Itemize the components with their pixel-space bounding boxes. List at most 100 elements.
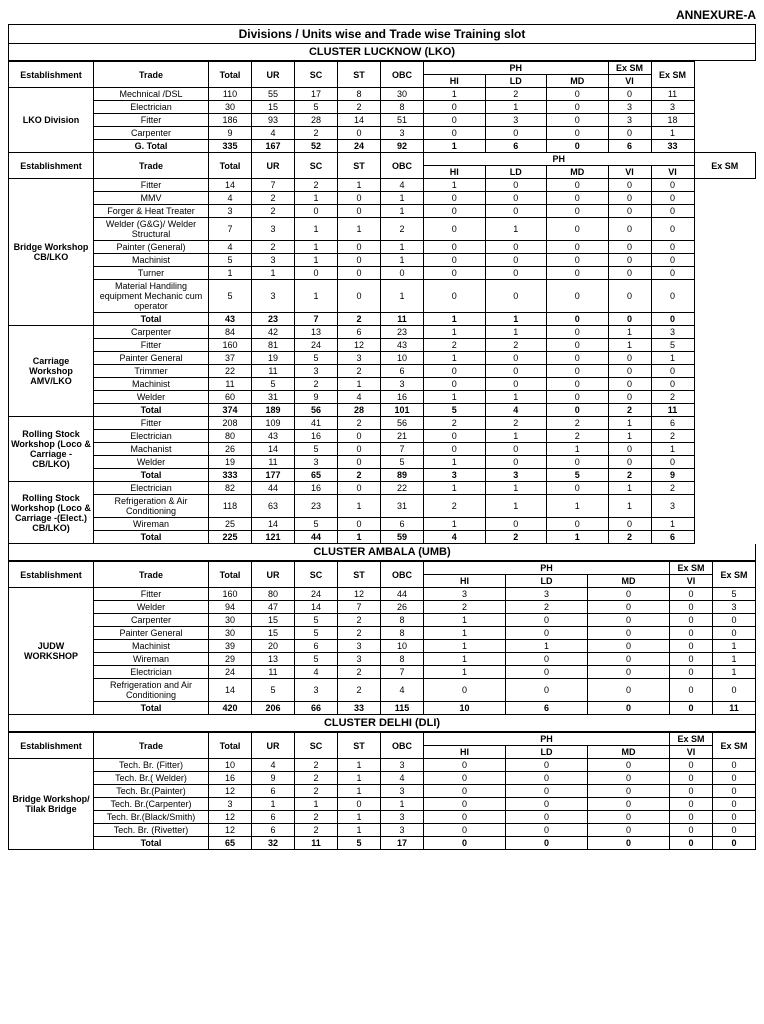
data-cell: 1 [485, 495, 547, 518]
col-obc: OBC [381, 153, 424, 179]
data-cell: 12 [209, 785, 252, 798]
table-row: Fitter18693281451030318 [9, 114, 756, 127]
data-cell: 44 [381, 588, 424, 601]
col-establishment: Establishment [9, 153, 94, 179]
data-cell: 0 [670, 702, 713, 715]
data-cell: 2 [338, 365, 381, 378]
data-cell: 0 [424, 679, 506, 702]
data-cell: 0 [547, 114, 609, 127]
trade-cell: Painter General [94, 352, 209, 365]
data-cell: 25 [209, 518, 252, 531]
data-cell: 3 [252, 218, 295, 241]
data-cell: 0 [424, 443, 486, 456]
data-cell: 0 [506, 785, 588, 798]
table-row: JUDW WORKSHOPFitter1608024124433005 [9, 588, 756, 601]
data-cell: 0 [588, 702, 670, 715]
data-cell: 3 [381, 811, 424, 824]
col-st: ST [338, 562, 381, 588]
data-cell: 28 [338, 404, 381, 417]
data-cell: 65 [295, 469, 338, 482]
data-cell: 0 [608, 456, 651, 469]
data-cell: 14 [209, 179, 252, 192]
table-row: LKO DivisionMechnical /DSL11055178301200… [9, 88, 756, 101]
data-cell: 1 [485, 218, 547, 241]
data-cell: 1 [424, 391, 486, 404]
col-ph-HI: HI [424, 166, 486, 179]
data-cell: 0 [670, 679, 713, 702]
table-row: G. Total335167522492160633 [9, 140, 756, 153]
data-cell: 12 [338, 339, 381, 352]
table-row: Material Handiling equipment Mechanic cu… [9, 280, 756, 313]
data-cell: 0 [547, 352, 609, 365]
trade-cell: Material Handiling equipment Mechanic cu… [94, 280, 209, 313]
table-row: Fitter1608124124322015 [9, 339, 756, 352]
col-ph: PH [424, 733, 670, 746]
data-cell: 16 [381, 391, 424, 404]
data-cell: 3 [506, 588, 588, 601]
data-cell: 1 [424, 482, 486, 495]
data-cell: 16 [295, 482, 338, 495]
data-cell: 0 [547, 404, 609, 417]
data-cell: 0 [651, 267, 694, 280]
trade-cell: Tech. Br.(Carpenter) [94, 798, 209, 811]
data-cell: 2 [381, 218, 424, 241]
tables-container: CLUSTER LUCKNOW (LKO)EstablishmentTradeT… [8, 44, 756, 850]
data-cell: 2 [608, 404, 651, 417]
data-cell: 0 [424, 101, 486, 114]
data-cell: 1 [506, 640, 588, 653]
data-cell: 0 [608, 518, 651, 531]
data-cell: 167 [252, 140, 295, 153]
data-cell: 20 [252, 640, 295, 653]
data-cell: 1 [295, 280, 338, 313]
data-cell: 89 [381, 469, 424, 482]
data-cell: 115 [381, 702, 424, 715]
data-cell: 5 [252, 679, 295, 702]
data-cell: 16 [295, 430, 338, 443]
data-cell: 0 [485, 352, 547, 365]
data-cell: 0 [608, 127, 651, 140]
data-cell: 0 [608, 280, 651, 313]
data-cell: 3 [651, 101, 694, 114]
data-cell: 0 [588, 601, 670, 614]
data-cell: 6 [252, 824, 295, 837]
data-cell: 0 [588, 824, 670, 837]
col-obc: OBC [381, 62, 424, 88]
data-cell: 30 [381, 88, 424, 101]
data-cell: 0 [588, 759, 670, 772]
data-cell: 30 [209, 627, 252, 640]
data-cell: 4 [209, 192, 252, 205]
data-cell: 6 [651, 417, 694, 430]
data-cell: 8 [338, 88, 381, 101]
data-cell: 0 [547, 518, 609, 531]
data-cell: 0 [424, 254, 486, 267]
data-cell: 0 [547, 127, 609, 140]
data-cell: 2 [338, 679, 381, 702]
data-cell: 0 [588, 653, 670, 666]
data-cell: 2 [485, 417, 547, 430]
header-row: EstablishmentTradeTotalURSCSTOBCPHEx SME… [9, 733, 756, 746]
col-vi: VI [670, 746, 713, 759]
data-cell: 11 [713, 702, 756, 715]
data-cell: 92 [381, 140, 424, 153]
data-cell: 1 [608, 417, 651, 430]
table-row: Machinist11521300000 [9, 378, 756, 391]
data-cell: 11 [295, 837, 338, 850]
data-cell: 0 [547, 88, 609, 101]
data-cell: 0 [424, 837, 506, 850]
data-cell: 0 [670, 811, 713, 824]
data-cell: 0 [338, 192, 381, 205]
data-cell: 56 [295, 404, 338, 417]
data-cell: 23 [252, 313, 295, 326]
data-cell: 2 [485, 339, 547, 352]
data-cell: 14 [295, 601, 338, 614]
data-cell: 3 [381, 759, 424, 772]
col-exsm: Ex SM [694, 153, 756, 179]
data-cell: 0 [424, 267, 486, 280]
data-cell: 0 [651, 456, 694, 469]
data-cell: 3 [338, 653, 381, 666]
data-cell: 0 [670, 785, 713, 798]
trade-cell: Machinist [94, 254, 209, 267]
data-cell: 333 [209, 469, 252, 482]
data-cell: 1 [381, 798, 424, 811]
col-ur: UR [252, 62, 295, 88]
